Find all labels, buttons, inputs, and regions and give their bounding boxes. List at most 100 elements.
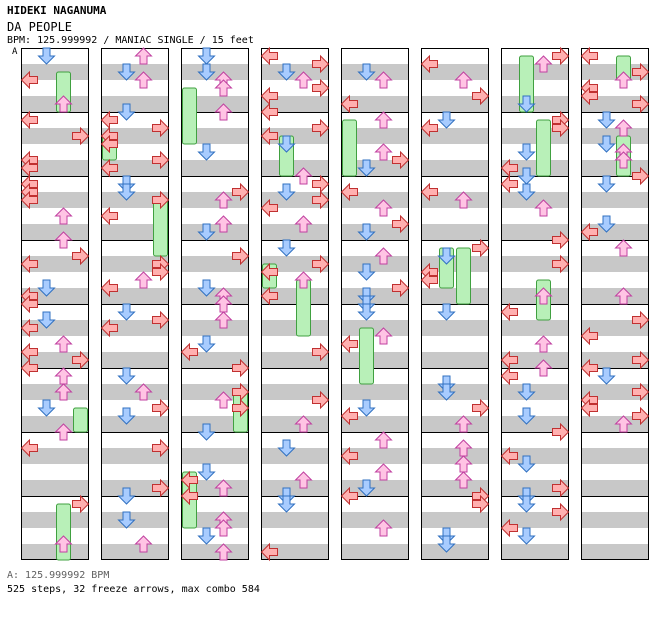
left-arrow <box>100 158 118 178</box>
left-arrow <box>20 318 38 338</box>
right-arrow <box>552 118 570 138</box>
down-arrow <box>277 63 296 81</box>
right-arrow <box>552 254 570 274</box>
up-arrow <box>614 415 633 433</box>
down-arrow <box>437 247 456 265</box>
up-arrow <box>214 103 233 121</box>
down-arrow <box>597 367 616 385</box>
right-arrow <box>232 182 250 202</box>
freeze-arrow <box>456 247 471 305</box>
right-arrow <box>552 46 570 66</box>
down-arrow <box>357 399 376 417</box>
left-arrow <box>180 342 198 362</box>
right-arrow <box>72 126 90 146</box>
down-arrow <box>517 383 536 401</box>
bpm-marker: A <box>12 47 18 57</box>
down-arrow <box>117 511 136 529</box>
down-arrow <box>437 303 456 321</box>
beat-stripe <box>581 512 649 528</box>
left-arrow <box>180 486 198 506</box>
right-arrow <box>552 422 570 442</box>
left-arrow <box>20 358 38 378</box>
right-arrow <box>152 118 170 138</box>
right-arrow <box>312 174 330 194</box>
right-arrow <box>152 150 170 170</box>
up-arrow <box>134 383 153 401</box>
beat-stripe <box>581 128 649 144</box>
up-arrow <box>214 215 233 233</box>
beat-stripe <box>501 64 569 80</box>
left-arrow <box>20 190 38 210</box>
up-arrow <box>534 199 553 217</box>
up-arrow <box>294 471 313 489</box>
down-arrow <box>357 63 376 81</box>
down-arrow <box>597 111 616 129</box>
chart-info: BPM: 125.999992 / MANIAC SINGLE / 15 fee… <box>7 35 254 46</box>
right-arrow <box>232 358 250 378</box>
beat-stripe <box>101 416 169 432</box>
down-arrow <box>37 399 56 417</box>
left-arrow <box>580 222 598 242</box>
down-arrow <box>197 335 216 353</box>
left-arrow <box>100 318 118 338</box>
down-arrow <box>437 535 456 553</box>
right-arrow <box>472 398 490 418</box>
left-arrow <box>500 174 518 194</box>
right-arrow <box>232 382 250 402</box>
up-arrow <box>454 415 473 433</box>
left-arrow <box>420 270 438 290</box>
up-arrow <box>534 55 553 73</box>
left-arrow <box>180 470 198 490</box>
left-arrow <box>340 182 358 202</box>
beat-stripe <box>421 224 489 240</box>
down-arrow <box>357 303 376 321</box>
right-arrow <box>632 406 650 426</box>
up-arrow <box>374 247 393 265</box>
down-arrow <box>117 367 136 385</box>
left-arrow <box>340 406 358 426</box>
right-arrow <box>632 94 650 114</box>
beat-stripe <box>421 352 489 368</box>
left-arrow <box>580 358 598 378</box>
beat-stripe <box>181 128 249 144</box>
beat-stripe <box>501 544 569 560</box>
chart-column <box>340 48 410 560</box>
chart-column <box>100 47 170 560</box>
up-arrow <box>54 423 73 441</box>
freeze-arrow <box>359 327 374 385</box>
down-arrow <box>357 159 376 177</box>
right-arrow <box>152 262 170 282</box>
left-arrow <box>340 446 358 466</box>
down-arrow <box>117 487 136 505</box>
up-arrow <box>294 215 313 233</box>
beat-stripe <box>101 224 169 240</box>
beat-stripe <box>581 192 649 208</box>
up-arrow <box>294 167 313 185</box>
down-arrow <box>357 479 376 497</box>
chart-column <box>20 47 90 561</box>
up-arrow <box>54 383 73 401</box>
beat-stripe <box>181 416 249 432</box>
left-arrow <box>100 110 118 130</box>
down-arrow <box>37 47 56 65</box>
right-arrow <box>312 190 330 210</box>
chart-column <box>260 46 330 562</box>
left-arrow <box>580 326 598 346</box>
right-arrow <box>152 438 170 458</box>
left-arrow <box>260 86 278 106</box>
left-arrow <box>20 70 38 90</box>
left-arrow <box>20 158 38 178</box>
right-arrow <box>392 214 410 234</box>
right-arrow <box>632 62 650 82</box>
right-arrow <box>312 54 330 74</box>
up-arrow <box>374 111 393 129</box>
beat-stripe <box>261 320 329 336</box>
up-arrow <box>54 367 73 385</box>
right-arrow <box>392 150 410 170</box>
beat-stripe <box>581 448 649 464</box>
up-arrow <box>614 239 633 257</box>
chart-column <box>500 46 570 560</box>
left-arrow <box>20 110 38 130</box>
right-arrow <box>552 230 570 250</box>
